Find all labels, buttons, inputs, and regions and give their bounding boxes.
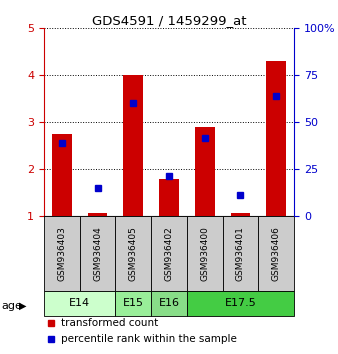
Bar (80, 216, 115, 291)
Bar (123, 75, 143, 216)
Bar (223, 216, 258, 291)
Bar (115, 291, 151, 316)
Title: GDS4591 / 1459299_at: GDS4591 / 1459299_at (92, 14, 246, 27)
Text: percentile rank within the sample: percentile rank within the sample (62, 334, 237, 344)
Bar (187, 216, 223, 291)
Text: GSM936401: GSM936401 (236, 226, 245, 281)
Bar (187, 291, 294, 316)
Text: E16: E16 (159, 298, 179, 308)
Bar (151, 216, 187, 291)
Bar (88, 213, 107, 216)
Text: ▶: ▶ (19, 301, 26, 311)
Text: GSM936400: GSM936400 (200, 226, 209, 281)
Text: GSM936402: GSM936402 (165, 226, 173, 281)
Bar (266, 61, 286, 216)
Text: GSM936404: GSM936404 (93, 226, 102, 281)
Text: transformed count: transformed count (62, 319, 159, 329)
Text: GSM936406: GSM936406 (272, 226, 281, 281)
Bar (151, 291, 187, 316)
Bar (44, 291, 115, 316)
Bar (231, 213, 250, 216)
Text: E15: E15 (123, 298, 144, 308)
Bar (52, 134, 72, 216)
Text: age: age (2, 301, 23, 311)
Bar (159, 179, 179, 216)
Text: E14: E14 (69, 298, 90, 308)
Text: E17.5: E17.5 (224, 298, 256, 308)
Bar (195, 127, 215, 216)
Bar (44, 216, 80, 291)
Text: GSM936405: GSM936405 (129, 226, 138, 281)
Bar (258, 216, 294, 291)
Bar (115, 216, 151, 291)
Text: GSM936403: GSM936403 (57, 226, 66, 281)
